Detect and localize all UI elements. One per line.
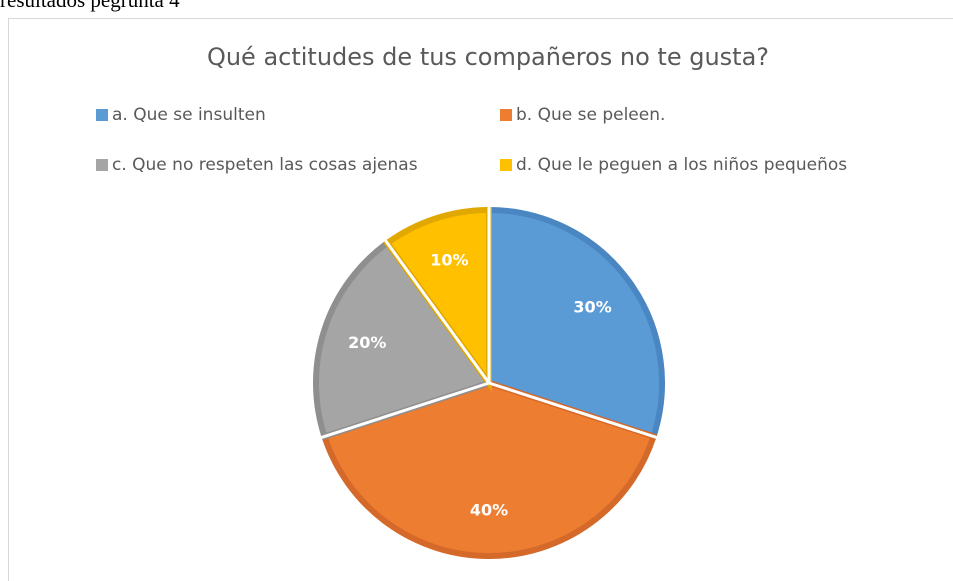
data-label: 20%: [348, 333, 386, 352]
pie-slice: [320, 379, 658, 559]
slice-separator: [383, 238, 491, 384]
data-label: 10%: [430, 251, 468, 270]
data-label: 30%: [573, 297, 611, 316]
pie-slice: [486, 206, 665, 441]
legend-swatch: [96, 159, 108, 171]
legend-label: c. Que no respeten las cosas ajenas: [112, 155, 418, 175]
legend-swatch: [96, 109, 108, 121]
page-heading: resultados pegrunta 4: [0, 0, 180, 12]
chart-title: Qué actitudes de tus compañeros no te gu…: [207, 43, 769, 71]
legend-label: b. Que se peleen.: [516, 105, 665, 125]
slice-separator: [488, 381, 658, 440]
pie-slice: [383, 206, 492, 393]
slice-separator: [320, 381, 490, 440]
legend-swatch: [500, 109, 512, 121]
data-label: 40%: [470, 501, 508, 520]
legend-swatch: [500, 159, 512, 171]
legend-label: d. Que le peguen a los niños pequeños: [516, 155, 847, 175]
legend-label: a. Que se insulten: [112, 105, 266, 125]
pie-slice: [313, 238, 494, 441]
